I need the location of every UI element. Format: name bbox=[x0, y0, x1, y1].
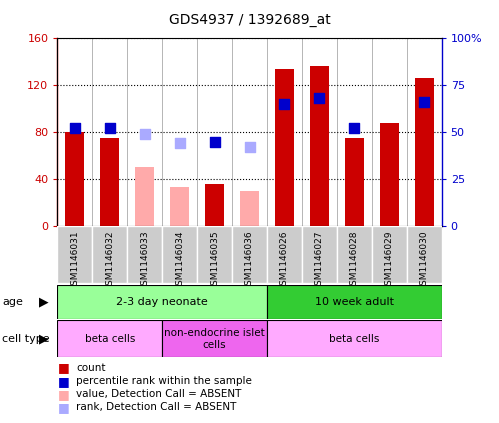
Point bbox=[420, 99, 428, 105]
Bar bbox=[162, 320, 267, 357]
Bar bbox=[310, 66, 329, 226]
Bar bbox=[240, 191, 259, 226]
Bar bbox=[65, 132, 84, 226]
Point bbox=[246, 144, 253, 151]
Text: ■: ■ bbox=[57, 388, 69, 401]
Text: value, Detection Call = ABSENT: value, Detection Call = ABSENT bbox=[76, 389, 242, 399]
Bar bbox=[57, 320, 162, 357]
Bar bbox=[162, 226, 197, 283]
Bar bbox=[345, 138, 364, 226]
Text: GSM1146034: GSM1146034 bbox=[175, 231, 184, 291]
Text: ▶: ▶ bbox=[39, 332, 49, 345]
Text: beta cells: beta cells bbox=[85, 334, 135, 344]
Point bbox=[106, 125, 114, 132]
Point bbox=[141, 131, 149, 137]
Text: GSM1146027: GSM1146027 bbox=[315, 231, 324, 291]
Text: ■: ■ bbox=[57, 375, 69, 387]
Bar bbox=[127, 226, 162, 283]
Bar bbox=[232, 226, 267, 283]
Text: percentile rank within the sample: percentile rank within the sample bbox=[76, 376, 252, 386]
Text: rank, Detection Call = ABSENT: rank, Detection Call = ABSENT bbox=[76, 402, 237, 412]
Point bbox=[71, 125, 79, 132]
Text: non-endocrine islet
cells: non-endocrine islet cells bbox=[164, 328, 265, 350]
Bar bbox=[57, 226, 92, 283]
Bar bbox=[302, 226, 337, 283]
Point bbox=[350, 125, 358, 132]
Bar bbox=[275, 69, 294, 226]
Point bbox=[280, 101, 288, 107]
Text: GDS4937 / 1392689_at: GDS4937 / 1392689_at bbox=[169, 13, 330, 27]
Text: GSM1146035: GSM1146035 bbox=[210, 231, 219, 291]
Text: GSM1146029: GSM1146029 bbox=[385, 231, 394, 291]
Text: count: count bbox=[76, 363, 106, 373]
Text: GSM1146031: GSM1146031 bbox=[70, 231, 79, 291]
Text: GSM1146036: GSM1146036 bbox=[245, 231, 254, 291]
Bar bbox=[372, 226, 407, 283]
Text: beta cells: beta cells bbox=[329, 334, 379, 344]
Bar bbox=[170, 187, 189, 226]
Bar bbox=[100, 138, 119, 226]
Point bbox=[315, 95, 323, 102]
Text: GSM1146030: GSM1146030 bbox=[420, 231, 429, 291]
Bar bbox=[57, 285, 267, 319]
Bar bbox=[267, 285, 442, 319]
Text: 2-3 day neonate: 2-3 day neonate bbox=[116, 297, 208, 307]
Text: GSM1146033: GSM1146033 bbox=[140, 231, 149, 291]
Text: GSM1146032: GSM1146032 bbox=[105, 231, 114, 291]
Text: ■: ■ bbox=[57, 401, 69, 414]
Bar bbox=[205, 184, 224, 226]
Text: age: age bbox=[2, 297, 23, 307]
Bar bbox=[407, 226, 442, 283]
Bar bbox=[415, 78, 434, 226]
Text: 10 week adult: 10 week adult bbox=[315, 297, 394, 307]
Bar bbox=[337, 226, 372, 283]
Bar bbox=[135, 168, 154, 226]
Text: GSM1146026: GSM1146026 bbox=[280, 231, 289, 291]
Bar bbox=[197, 226, 232, 283]
Text: ■: ■ bbox=[57, 362, 69, 374]
Bar bbox=[267, 226, 302, 283]
Bar bbox=[92, 226, 127, 283]
Bar bbox=[267, 320, 442, 357]
Text: ▶: ▶ bbox=[39, 296, 49, 308]
Text: cell type: cell type bbox=[2, 334, 50, 344]
Text: GSM1146028: GSM1146028 bbox=[350, 231, 359, 291]
Point bbox=[211, 138, 219, 145]
Point bbox=[176, 140, 184, 147]
Bar bbox=[380, 123, 399, 226]
